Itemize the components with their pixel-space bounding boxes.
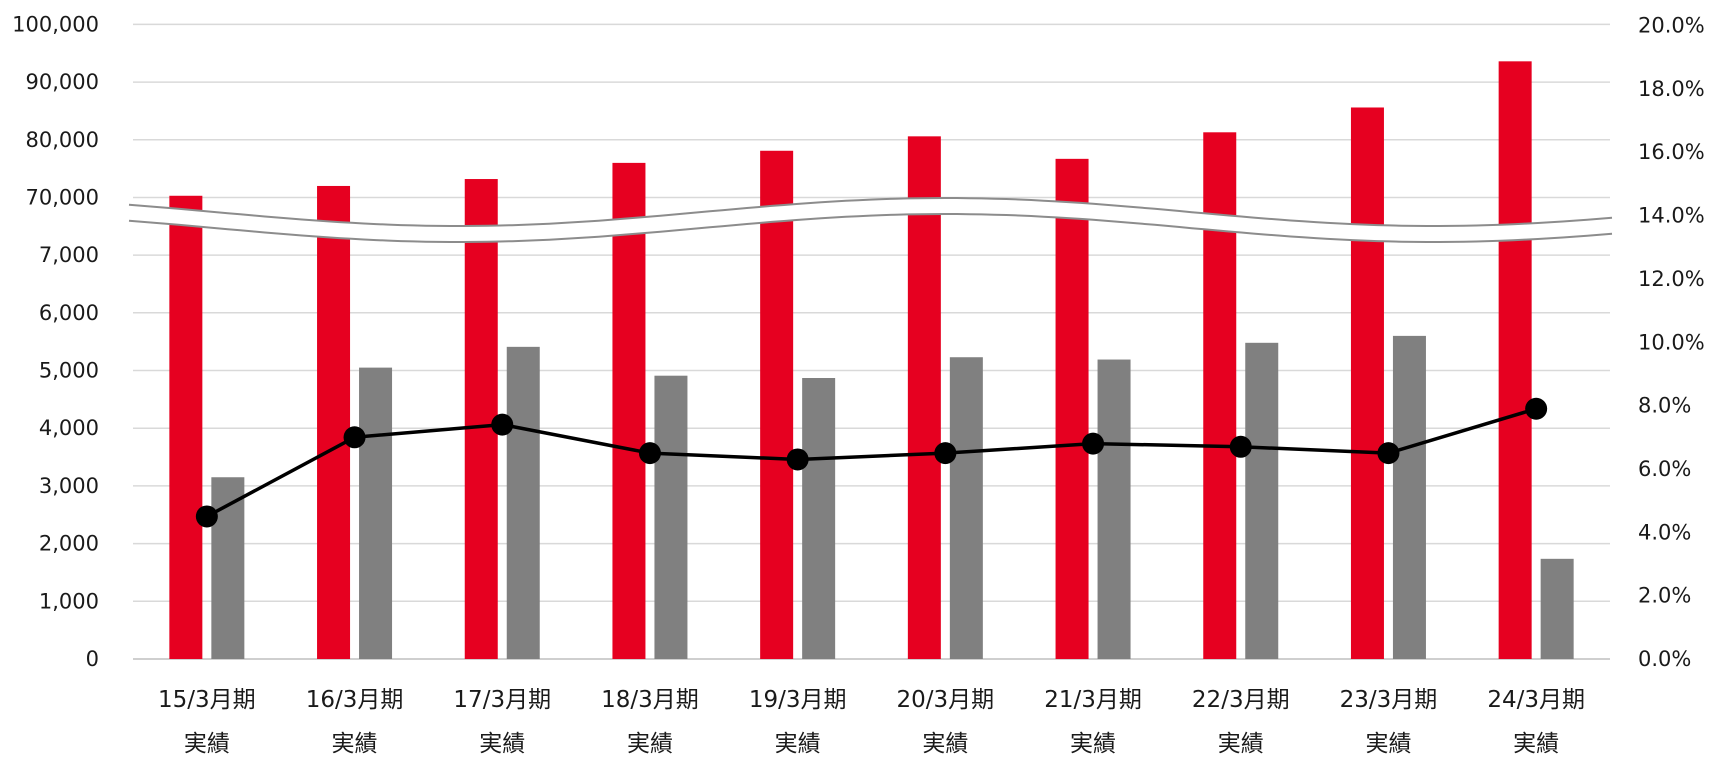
category-label: 16/3月期 — [306, 687, 404, 713]
bar-red — [1055, 158, 1089, 659]
ratio-point — [1525, 397, 1548, 420]
bar-gray — [1097, 359, 1131, 659]
break-line-top — [128, 197, 1613, 227]
right-tick-label: 6.0% — [1638, 457, 1691, 481]
ratio-line-path — [206, 407, 1537, 519]
left-tick-label: 3,000 — [39, 474, 99, 498]
bar-gray — [1540, 558, 1574, 659]
left-tick-label: 100,000 — [12, 12, 99, 36]
bar-red — [1350, 107, 1384, 660]
left-tick-label: 6,000 — [39, 301, 99, 325]
ratio-point — [786, 448, 809, 471]
left-tick-label: 80,000 — [26, 128, 99, 152]
category-label: 24/3月期 — [1487, 687, 1585, 713]
right-tick-label: 18.0% — [1638, 77, 1705, 101]
category-label: 実績 — [1365, 731, 1411, 757]
bar-red — [1203, 132, 1237, 659]
break-band — [129, 198, 1612, 242]
left-tick-label: 4,000 — [39, 416, 99, 440]
right-tick-label: 16.0% — [1638, 140, 1705, 164]
category-label: 20/3月期 — [897, 687, 995, 713]
left-tick-label: 1,000 — [39, 589, 99, 613]
break-line-bottom — [128, 213, 1613, 243]
bar-red — [169, 195, 203, 660]
right-tick-label: 8.0% — [1638, 394, 1691, 418]
ratio-point — [638, 442, 661, 465]
category-label: 21/3月期 — [1044, 687, 1142, 713]
right-tick-label: 2.0% — [1638, 584, 1691, 608]
bar-red — [317, 185, 351, 659]
left-tick-label: 0 — [86, 647, 99, 671]
category-axis-labels: 15/3月期実績16/3月期実績17/3月期実績18/3月期実績19/3月期実績… — [158, 687, 1585, 757]
left-tick-label: 2,000 — [39, 532, 99, 556]
left-tick-label: 5,000 — [39, 359, 99, 383]
bar-red — [907, 136, 941, 659]
category-label: 実績 — [775, 731, 821, 757]
bar-gray — [1392, 335, 1426, 659]
category-label: 実績 — [479, 731, 525, 757]
ratio-line — [195, 397, 1548, 528]
bar-gray — [359, 367, 393, 659]
category-label: 19/3月期 — [749, 687, 847, 713]
bar-gray — [1245, 342, 1279, 659]
category-label: 18/3月期 — [601, 687, 699, 713]
ratio-point — [491, 413, 514, 436]
right-tick-label: 4.0% — [1638, 520, 1691, 544]
bar-gray — [802, 378, 836, 659]
category-label: 実績 — [1070, 731, 1116, 757]
left-tick-label: 70,000 — [26, 186, 99, 210]
right-axis-ticks: 0.0% 2.0% 4.0% 6.0% 8.0% 10.0% 12.0% 14.0% 16.0%… — [1638, 14, 1705, 672]
category-label: 実績 — [1218, 731, 1264, 757]
left-tick-label: 90,000 — [26, 70, 99, 94]
ratio-point — [195, 505, 218, 528]
category-label: 15/3月期 — [158, 687, 256, 713]
gridlines — [133, 23, 1610, 660]
bar-gray — [211, 477, 245, 659]
right-tick-label: 0.0% — [1638, 647, 1691, 671]
category-label: 実績 — [627, 731, 673, 757]
ratio-point — [343, 426, 366, 449]
category-label: 17/3月期 — [453, 687, 551, 713]
bar-red — [612, 162, 646, 659]
ratio-point — [1377, 442, 1400, 465]
bar-gray — [949, 357, 983, 659]
category-label: 実績 — [332, 731, 378, 757]
bar-red — [464, 179, 498, 659]
right-tick-label: 10.0% — [1638, 330, 1705, 354]
bar-red — [760, 150, 794, 659]
bars — [169, 61, 1574, 660]
bar-gray — [654, 375, 688, 659]
ratio-point — [1082, 432, 1105, 455]
bar-red — [1498, 61, 1532, 659]
category-label: 23/3月期 — [1340, 687, 1438, 713]
bar-gray — [506, 346, 540, 659]
category-label: 実績 — [922, 731, 968, 757]
category-label: 実績 — [184, 731, 230, 757]
right-tick-label: 12.0% — [1638, 267, 1705, 291]
axis-break-mark — [128, 197, 1613, 243]
category-label: 実績 — [1513, 731, 1559, 757]
left-axis-ticks: 0 1,000 2,000 3,000 4,000 5,000 6,000 7,000 70,0… — [12, 12, 99, 671]
left-tick-label: 7,000 — [39, 243, 99, 267]
category-label: 22/3月期 — [1192, 687, 1290, 713]
ratio-point — [1229, 435, 1252, 458]
ratio-point — [934, 442, 957, 465]
right-tick-label: 14.0% — [1638, 204, 1705, 228]
right-tick-label: 20.0% — [1638, 14, 1705, 38]
